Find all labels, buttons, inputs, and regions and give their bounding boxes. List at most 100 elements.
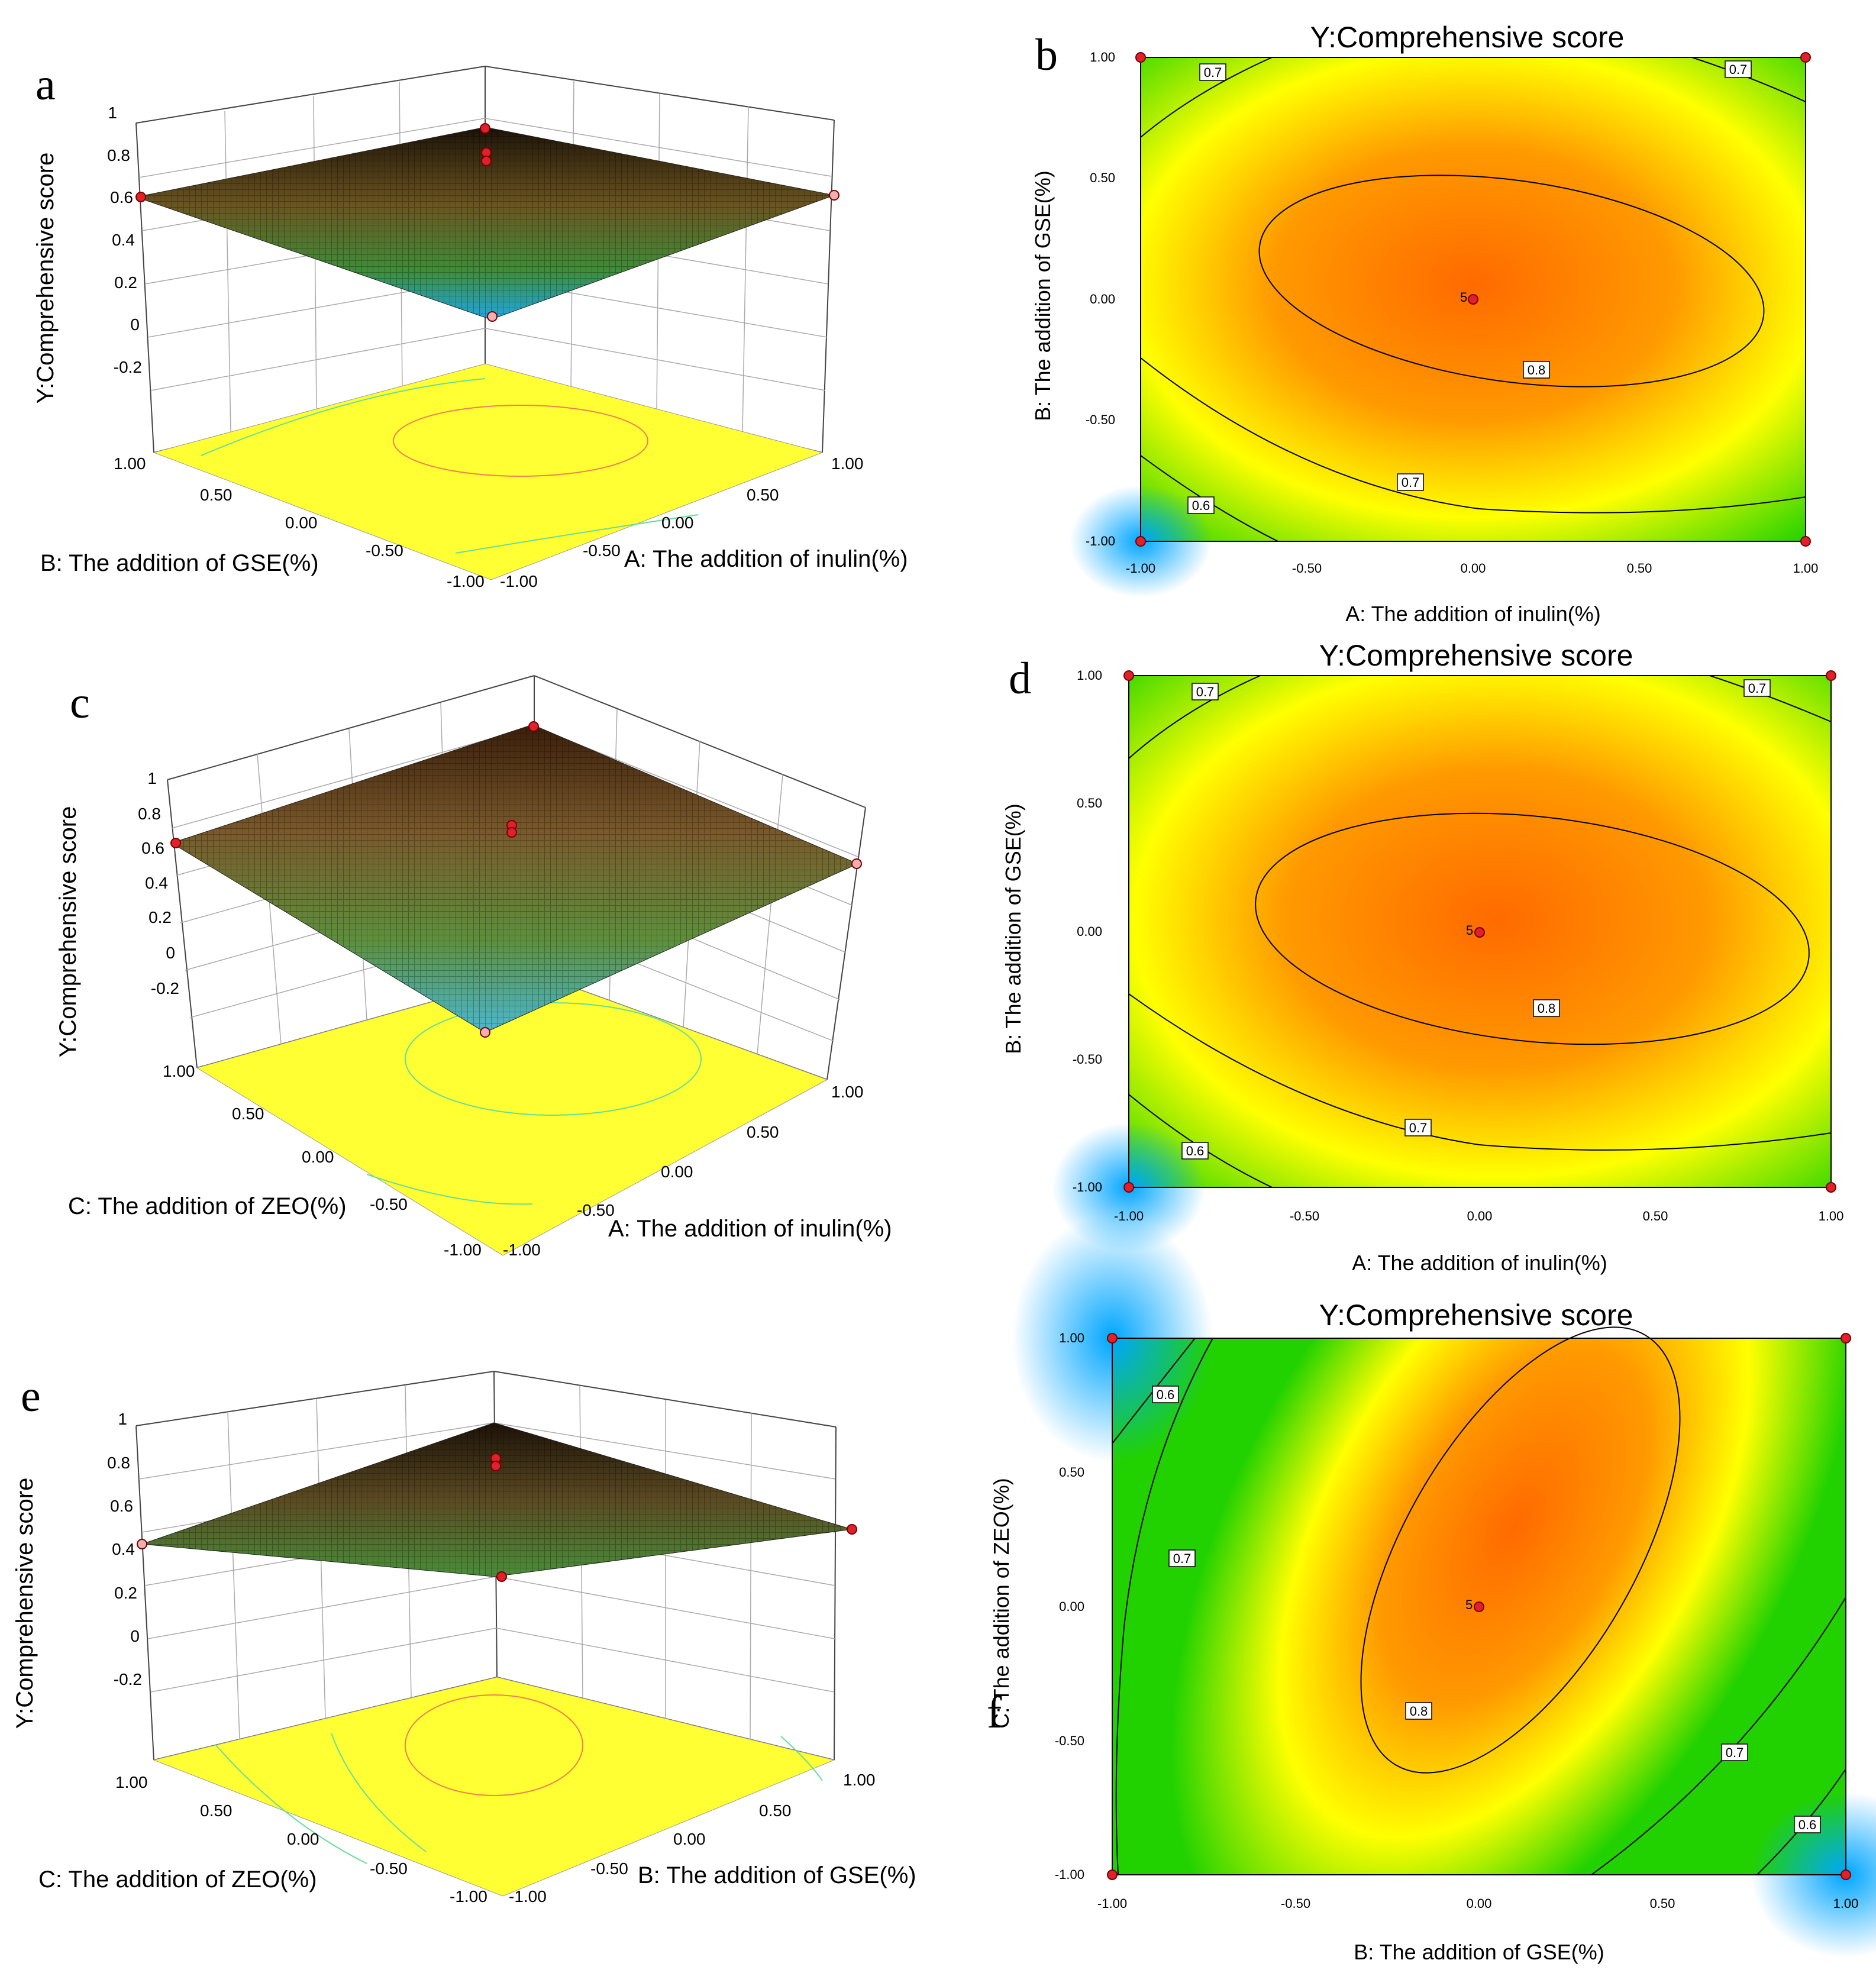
panel-f-xticks: -1.00 -0.50 0.00 0.50 1.00 — [1097, 1896, 1858, 1911]
panel-d-center-point — [1474, 927, 1485, 938]
panel-e-xtick: 1.00 — [843, 1771, 876, 1789]
panel-e-xtick: -0.50 — [590, 1859, 628, 1878]
panel-a-xtick: 1.00 — [831, 454, 864, 473]
panel-e-floor-contour-0.8 — [405, 1694, 583, 1796]
panel-f-xtick: 1.00 — [1833, 1896, 1859, 1911]
panel-a-ztick: 0.4 — [112, 231, 135, 249]
panel-b-xtick: 0.50 — [1627, 561, 1652, 576]
panel-b-xtick: -1.00 — [1126, 561, 1155, 576]
panel-f-contour-0.7-left — [1115, 1338, 1213, 1875]
panel-a-ztick: 0.8 — [107, 146, 130, 164]
panel-f-contour-0.8 — [1360, 1326, 1681, 1774]
panel-f-design-points — [1107, 1333, 1851, 1880]
panel-f-frame — [1112, 1338, 1846, 1875]
panel-a-ytick: -1.00 — [447, 572, 485, 590]
panel-e-xtick: 0.00 — [673, 1830, 706, 1848]
panel-a-xtick: 0.00 — [661, 514, 694, 532]
panel-b-xlabel: A: The addition of inulin(%) — [1345, 602, 1601, 626]
panel-d-ytick: 0.50 — [1077, 796, 1102, 810]
panel-e-point — [490, 1461, 501, 1471]
panel-f-point — [1107, 1869, 1118, 1880]
panel-d-ylabel: B: The addition of GSE(%) — [1001, 803, 1025, 1054]
panel-c-xtick: -1.00 — [503, 1241, 541, 1259]
panel-c-xticks: 1.00 0.50 0.00 -0.50 -1.00 — [503, 1083, 864, 1259]
panel-d-contour-0.8 — [1255, 812, 1810, 1045]
panel-a-point — [135, 192, 146, 202]
panel-f-contour-label: 0.7 — [1173, 1551, 1192, 1566]
panel-d-contour-label: 0.7 — [1748, 681, 1767, 696]
panel-e-zlabel: Y:Comprehensive score — [12, 1478, 38, 1729]
panel-b-center-label: 5 — [1460, 290, 1467, 305]
panel-b-ytick: 0.50 — [1090, 170, 1115, 185]
panel-f-title: Y:Comprehensive score — [1319, 1299, 1633, 1332]
panel-b-yticks: 1.00 0.50 0.00 -0.50 -1.00 — [1086, 50, 1115, 548]
panel-f-point — [1841, 1869, 1851, 1880]
panel-c-label: c — [70, 678, 90, 728]
panel-c-point — [506, 827, 517, 838]
panel-f-xtick: -0.50 — [1281, 1896, 1310, 1911]
panel-c-ytick: 0.50 — [232, 1105, 264, 1123]
panel-d-contours — [1128, 675, 1832, 1188]
panel-b-point — [1135, 52, 1146, 63]
panel-e-ytick: -0.50 — [370, 1859, 408, 1878]
panel-e-ylabel: C: The addition of ZEO(%) — [38, 1867, 317, 1893]
panel-d-ytick: -1.00 — [1073, 1180, 1102, 1194]
panel-e-ztick: -0.2 — [114, 1670, 142, 1688]
panel-f-point — [1841, 1333, 1851, 1344]
panel-e-ztick: 0.8 — [107, 1454, 130, 1472]
panel-f-xlabel: B: The addition of GSE(%) — [1354, 1940, 1604, 1964]
panel-e-xlabel: B: The addition of GSE(%) — [638, 1862, 916, 1888]
panel-c-design-points — [170, 721, 862, 1038]
panel-d-xtick: 1.00 — [1819, 1209, 1844, 1223]
panel-c-yticks: 1.00 0.50 0.00 -0.50 -1.00 — [163, 1062, 482, 1259]
panel-c-ztick: -0.2 — [151, 979, 179, 997]
panel-c-floor — [196, 973, 828, 1256]
panel-a-ytick: -0.50 — [366, 541, 403, 560]
panel-e: e — [12, 1371, 916, 1906]
panel-f-ytick: -1.00 — [1055, 1867, 1084, 1882]
panel-d-ytick: 0.00 — [1077, 924, 1102, 939]
panel-e-yticks: 1.00 0.50 0.00 -0.50 -1.00 — [115, 1773, 487, 1906]
panel-d-contour-label: 0.6 — [1186, 1144, 1205, 1158]
panel-d-contour-0.7-top — [1128, 675, 1832, 759]
panel-d: d Y:Comprehensive score 0.7 0.7 0.8 0.7 … — [1001, 639, 1843, 1275]
panel-a-floor — [153, 363, 824, 580]
panel-d-label: d — [1009, 654, 1031, 703]
panel-b-contour-label: 0.8 — [1528, 363, 1546, 377]
panel-a-ytick: 1.00 — [114, 454, 146, 473]
panel-c-xtick: 1.00 — [831, 1083, 864, 1101]
panel-c-zticks: 1 0.8 0.6 0.4 0.2 0 -0.2 — [138, 769, 179, 997]
panel-f-contour-labels: 0.6 0.7 0.8 0.7 0.6 — [1152, 1386, 1821, 1833]
panel-e-floor-contour-0.7 — [215, 1736, 823, 1864]
panel-e-ztick: 0 — [130, 1627, 140, 1645]
panel-a-zticks: 1 0.8 0.6 0.4 0.2 0 -0.2 — [107, 104, 142, 376]
panel-a-point — [487, 311, 498, 322]
panel-c-xlabel: A: The addition of inulin(%) — [608, 1216, 892, 1242]
panel-d-xtick: 0.50 — [1643, 1209, 1668, 1223]
panel-e-design-points — [137, 1453, 857, 1582]
panel-b-contour-label: 0.7 — [1204, 65, 1222, 80]
panel-a-xticks: 1.00 0.50 0.00 -0.50 -1.00 — [500, 454, 864, 590]
panel-e-xtick: 0.50 — [759, 1801, 792, 1820]
panel-b-label: b — [1035, 30, 1058, 80]
panel-b-point — [1135, 536, 1146, 547]
panel-b-xtick: 1.00 — [1793, 561, 1819, 576]
panel-b-contour-0.7-top — [1140, 57, 1806, 138]
panel-d-contour-labels: 0.7 0.7 0.8 0.7 0.6 — [1181, 679, 1771, 1160]
panel-b-contour-0.8 — [1258, 175, 1765, 388]
panel-a-ztick: 0.2 — [114, 273, 137, 292]
panel-b-design-points — [1135, 52, 1811, 547]
panel-c-ztick: 0.4 — [145, 874, 168, 892]
panel-c-ztick: 1 — [147, 769, 157, 787]
panel-c-floor-contour — [405, 1002, 702, 1116]
panel-e-point — [137, 1539, 147, 1549]
panel-c-ytick: 1.00 — [163, 1062, 195, 1080]
panel-a-ztick: 0 — [130, 315, 140, 334]
panel-a-ylabel: B: The addition of GSE(%) — [40, 550, 319, 576]
panel-b-xticks: -1.00 -0.50 0.00 0.50 1.00 — [1126, 561, 1818, 576]
panel-a-ytick: 0.50 — [200, 486, 233, 504]
panel-d-contour-label: 0.8 — [1538, 1001, 1556, 1016]
panel-f-xtick: -1.00 — [1097, 1896, 1127, 1911]
panel-f-ytick: 1.00 — [1059, 1331, 1084, 1345]
